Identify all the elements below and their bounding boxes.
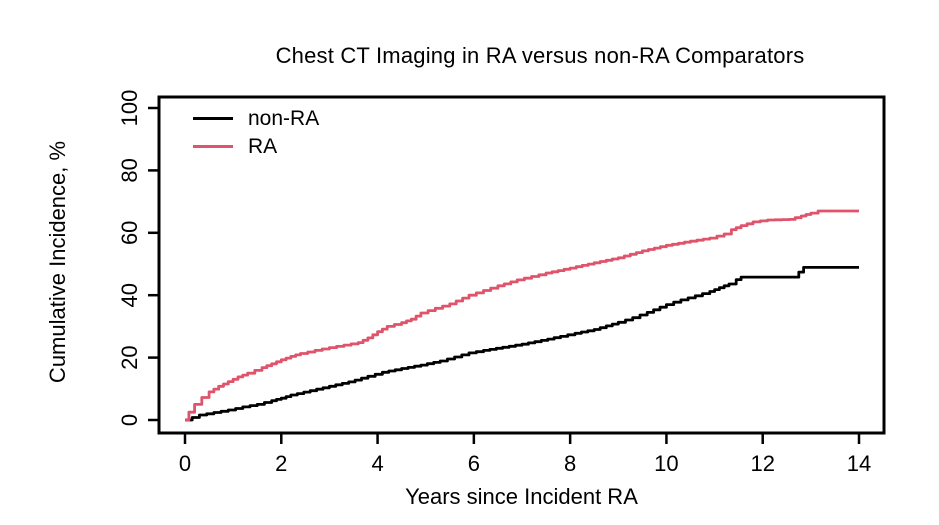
y-tick-label: 60 bbox=[117, 221, 142, 245]
legend-item-non-ra: non-RA bbox=[193, 106, 319, 131]
legend: non-RA RA bbox=[193, 106, 319, 159]
chart-title: Chest CT Imaging in RA versus non-RA Com… bbox=[275, 43, 805, 68]
y-tick-label: 100 bbox=[117, 90, 142, 127]
legend-label-ra: RA bbox=[248, 135, 278, 158]
x-tick-label: 10 bbox=[654, 451, 678, 476]
non-ra-line-swatch bbox=[193, 117, 233, 120]
ra-line-swatch bbox=[193, 145, 233, 148]
x-tick-label: 6 bbox=[468, 451, 480, 476]
curve-non-ra bbox=[185, 266, 859, 422]
x-axis-title: Years since Incident RA bbox=[405, 484, 638, 509]
y-axis-title: Cumulative Incidence, % bbox=[45, 140, 70, 384]
legend-label-non-ra: non-RA bbox=[248, 107, 320, 130]
y-tick-label: 40 bbox=[117, 283, 142, 307]
x-tick-label: 8 bbox=[564, 451, 576, 476]
y-tick-label: 0 bbox=[117, 414, 142, 426]
x-tick-label: 2 bbox=[275, 451, 287, 476]
legend-item-ra: RA bbox=[193, 134, 319, 159]
x-tick-label: 4 bbox=[371, 451, 383, 476]
y-tick-label: 20 bbox=[117, 345, 142, 369]
plot-box bbox=[157, 95, 886, 435]
x-tick-label: 14 bbox=[847, 451, 871, 476]
x-tick-label: 12 bbox=[750, 451, 774, 476]
x-tick-label: 0 bbox=[179, 451, 191, 476]
y-tick-label: 80 bbox=[117, 158, 142, 182]
curve-ra bbox=[185, 209, 859, 422]
